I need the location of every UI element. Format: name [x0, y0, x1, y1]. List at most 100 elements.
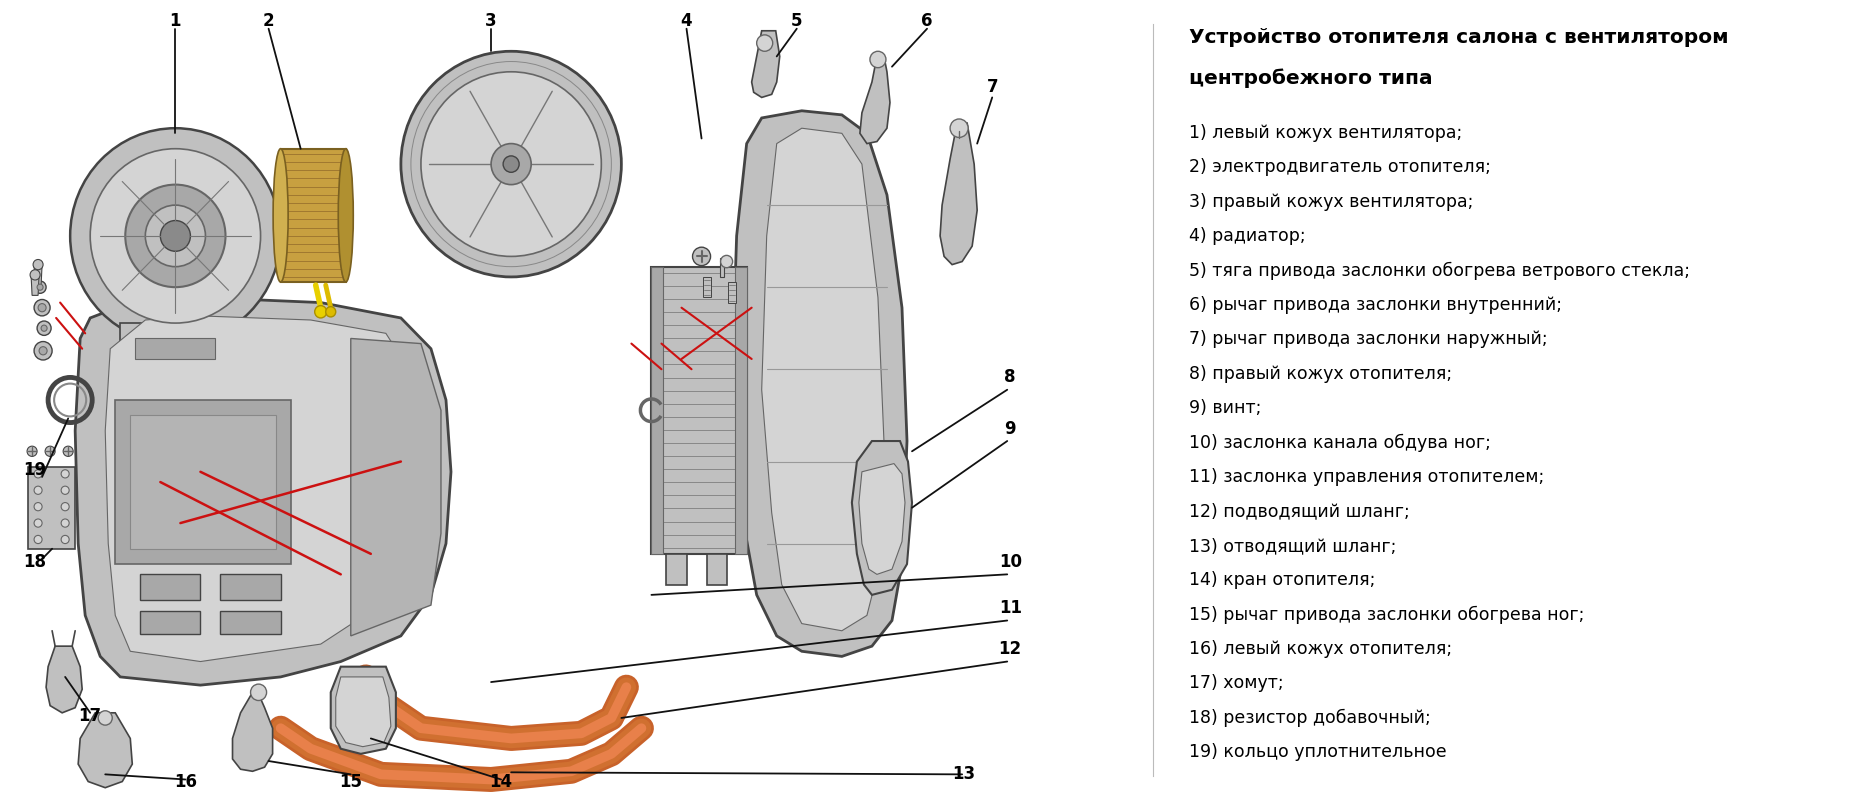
Circle shape [33, 502, 43, 510]
Text: 9: 9 [1005, 420, 1016, 438]
Text: 11) заслонка управления отопителем;: 11) заслонка управления отопителем; [1190, 468, 1545, 486]
Polygon shape [335, 677, 390, 746]
Circle shape [61, 535, 68, 543]
Text: 12) подводящий шланг;: 12) подводящий шланг; [1190, 502, 1410, 520]
Polygon shape [703, 277, 710, 298]
Polygon shape [130, 415, 276, 549]
Circle shape [28, 446, 37, 457]
Circle shape [98, 710, 113, 725]
Polygon shape [734, 266, 747, 554]
Polygon shape [860, 57, 890, 143]
Circle shape [61, 470, 68, 478]
Text: 14) кран отопителя;: 14) кран отопителя; [1190, 571, 1376, 589]
Polygon shape [851, 441, 912, 595]
Polygon shape [352, 338, 440, 636]
Circle shape [61, 519, 68, 527]
Text: 15) рычаг привода заслонки обогрева ног;: 15) рычаг привода заслонки обогрева ног; [1190, 606, 1585, 624]
Text: 16: 16 [174, 773, 196, 790]
Circle shape [33, 342, 52, 360]
Text: 5) тяга привода заслонки обогрева ветрового стекла;: 5) тяга привода заслонки обогрева ветров… [1190, 262, 1691, 280]
Circle shape [33, 535, 43, 543]
Circle shape [126, 185, 226, 287]
Circle shape [39, 303, 46, 312]
Circle shape [722, 255, 733, 268]
Text: 10) заслонка канала обдува ног;: 10) заслонка канала обдува ног; [1190, 434, 1491, 452]
Text: 10: 10 [999, 553, 1021, 571]
Polygon shape [727, 282, 736, 302]
Circle shape [37, 284, 43, 290]
Polygon shape [115, 400, 290, 564]
Circle shape [490, 143, 531, 185]
Text: 19: 19 [24, 461, 46, 478]
Polygon shape [651, 266, 747, 554]
Text: 4) радиатор;: 4) радиатор; [1190, 227, 1306, 245]
Text: 6: 6 [921, 11, 932, 30]
Text: 1) левый кожух вентилятора;: 1) левый кожух вентилятора; [1190, 124, 1463, 142]
Circle shape [61, 486, 68, 494]
Polygon shape [720, 258, 723, 277]
Circle shape [326, 306, 335, 317]
Polygon shape [105, 316, 416, 662]
Polygon shape [858, 463, 905, 574]
Polygon shape [707, 554, 727, 585]
Circle shape [41, 325, 46, 331]
Circle shape [401, 51, 622, 277]
Polygon shape [120, 323, 231, 364]
Circle shape [44, 446, 56, 457]
Circle shape [63, 446, 74, 457]
Circle shape [757, 35, 773, 51]
Circle shape [70, 128, 281, 343]
Circle shape [951, 119, 968, 138]
Text: 13) отводящий шланг;: 13) отводящий шланг; [1190, 537, 1397, 555]
Text: 16) левый кожух отопителя;: 16) левый кожух отопителя; [1190, 640, 1452, 658]
Circle shape [33, 470, 43, 478]
Polygon shape [28, 466, 76, 549]
Circle shape [250, 684, 266, 701]
Circle shape [33, 519, 43, 527]
Circle shape [37, 321, 52, 335]
Polygon shape [762, 128, 884, 630]
Polygon shape [731, 110, 906, 657]
Text: 3) правый кожух вентилятора;: 3) правый кожух вентилятора; [1190, 193, 1474, 210]
Circle shape [39, 346, 46, 355]
Circle shape [314, 306, 327, 318]
Text: 8) правый кожух отопителя;: 8) правый кожух отопителя; [1190, 365, 1452, 382]
Polygon shape [666, 554, 686, 585]
Text: 18: 18 [24, 553, 46, 571]
Polygon shape [33, 265, 43, 285]
Polygon shape [220, 611, 281, 634]
Text: 14: 14 [490, 773, 512, 790]
Text: 2: 2 [263, 11, 274, 30]
Text: 11: 11 [999, 599, 1021, 618]
Polygon shape [46, 646, 81, 713]
Ellipse shape [339, 149, 353, 282]
Text: 18) резистор добавочный;: 18) резистор добавочный; [1190, 709, 1432, 727]
Circle shape [33, 259, 43, 270]
Polygon shape [76, 298, 451, 685]
Text: 6) рычаг привода заслонки внутренний;: 6) рычаг привода заслонки внутренний; [1190, 296, 1563, 314]
Circle shape [503, 156, 520, 172]
Polygon shape [281, 149, 346, 282]
Ellipse shape [274, 149, 289, 282]
Polygon shape [220, 574, 281, 600]
Polygon shape [141, 574, 200, 600]
Text: 5: 5 [792, 11, 803, 30]
Polygon shape [651, 266, 664, 554]
Polygon shape [31, 275, 39, 295]
Text: 12: 12 [999, 640, 1021, 658]
Circle shape [30, 270, 41, 280]
Text: 13: 13 [953, 766, 975, 783]
Text: центробежного типа: центробежного типа [1190, 68, 1434, 87]
Polygon shape [331, 666, 396, 754]
Text: Устройство отопителя салона с вентилятором: Устройство отопителя салона с вентилятор… [1190, 28, 1730, 47]
Polygon shape [233, 687, 272, 771]
Text: 7) рычаг привода заслонки наружный;: 7) рычаг привода заслонки наружный; [1190, 330, 1548, 349]
Text: 7: 7 [986, 78, 997, 96]
Circle shape [33, 486, 43, 494]
Polygon shape [141, 611, 200, 634]
Text: 1: 1 [170, 11, 181, 30]
Circle shape [161, 221, 191, 251]
Circle shape [870, 51, 886, 68]
Circle shape [146, 205, 205, 266]
Polygon shape [940, 123, 977, 265]
